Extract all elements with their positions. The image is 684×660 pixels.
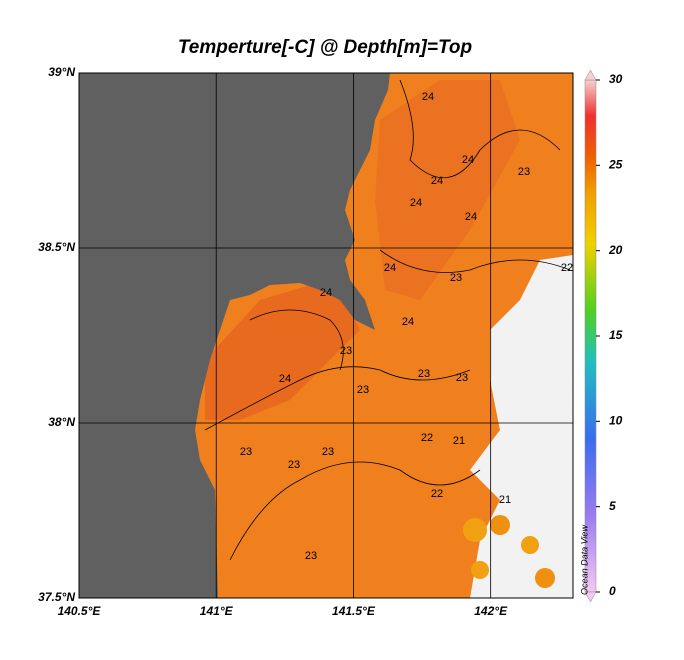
contour-label: 22: [431, 488, 443, 500]
contour-label: 23: [518, 166, 530, 178]
patch: [490, 515, 510, 535]
colorbar-tick-label: 15: [609, 328, 623, 342]
colorbar-tick-label: 10: [609, 414, 623, 428]
contour-label: 23: [322, 446, 334, 458]
contour-label: 24: [465, 211, 477, 223]
x-tick-label: 141.5°E: [332, 604, 376, 618]
y-tick-label: 37.5°N: [38, 590, 75, 604]
contour-label: 24: [410, 197, 422, 209]
contour-label: 24: [402, 316, 414, 328]
contour-label: 24: [431, 175, 443, 187]
colorbar-tick-label: 5: [609, 499, 616, 513]
warm-area: [375, 80, 520, 300]
patch: [463, 518, 487, 542]
x-tick-label: 141°E: [200, 604, 234, 618]
patch: [471, 561, 489, 579]
contour-label: 24: [279, 373, 291, 385]
map-title: Temperture[-C] @ Depth[m]=Top: [178, 37, 472, 58]
contour-label: 23: [288, 459, 300, 471]
contour-label: 24: [462, 154, 474, 166]
land: [79, 73, 390, 598]
colorbar-tick-label: 20: [608, 243, 623, 257]
y-tick-label: 38°N: [48, 415, 75, 429]
warm-area: [205, 285, 360, 420]
x-tick-label: 142°E: [474, 604, 508, 618]
contour-label: 23: [305, 550, 317, 562]
contour-label: 23: [450, 272, 462, 284]
colorbar-cap: [584, 591, 597, 603]
map-body: [79, 73, 573, 598]
contour-label: 23: [456, 372, 468, 384]
contour-label: 24: [384, 262, 396, 274]
contour-label: 23: [240, 446, 252, 458]
contour-label: 23: [418, 368, 430, 380]
y-tick-label: 38.5°N: [38, 240, 75, 254]
contour-label: 22: [421, 432, 433, 444]
patch: [535, 568, 555, 588]
contour-label: 23: [340, 345, 352, 357]
contour-label: 24: [422, 91, 434, 103]
contour-label: 21: [453, 435, 465, 447]
x-tick-label: 140.5°E: [58, 604, 102, 618]
colorbar: [584, 79, 597, 593]
colorbar-tick-label: 25: [608, 158, 623, 172]
contour-label: 23: [357, 384, 369, 396]
contours: [204, 79, 571, 561]
colorbar-tick-label: 30: [609, 72, 623, 86]
y-tick-label: 39°N: [48, 65, 75, 79]
watermark: Ocean Data View: [579, 525, 589, 595]
contour-label: 24: [320, 287, 332, 299]
colorbar-cap: [584, 69, 597, 81]
contour-label: 22: [561, 262, 573, 274]
no-data: [470, 255, 573, 598]
contour-label: 21: [499, 494, 511, 506]
colorbar-tick-label: 0: [609, 584, 616, 598]
patch: [521, 536, 539, 554]
